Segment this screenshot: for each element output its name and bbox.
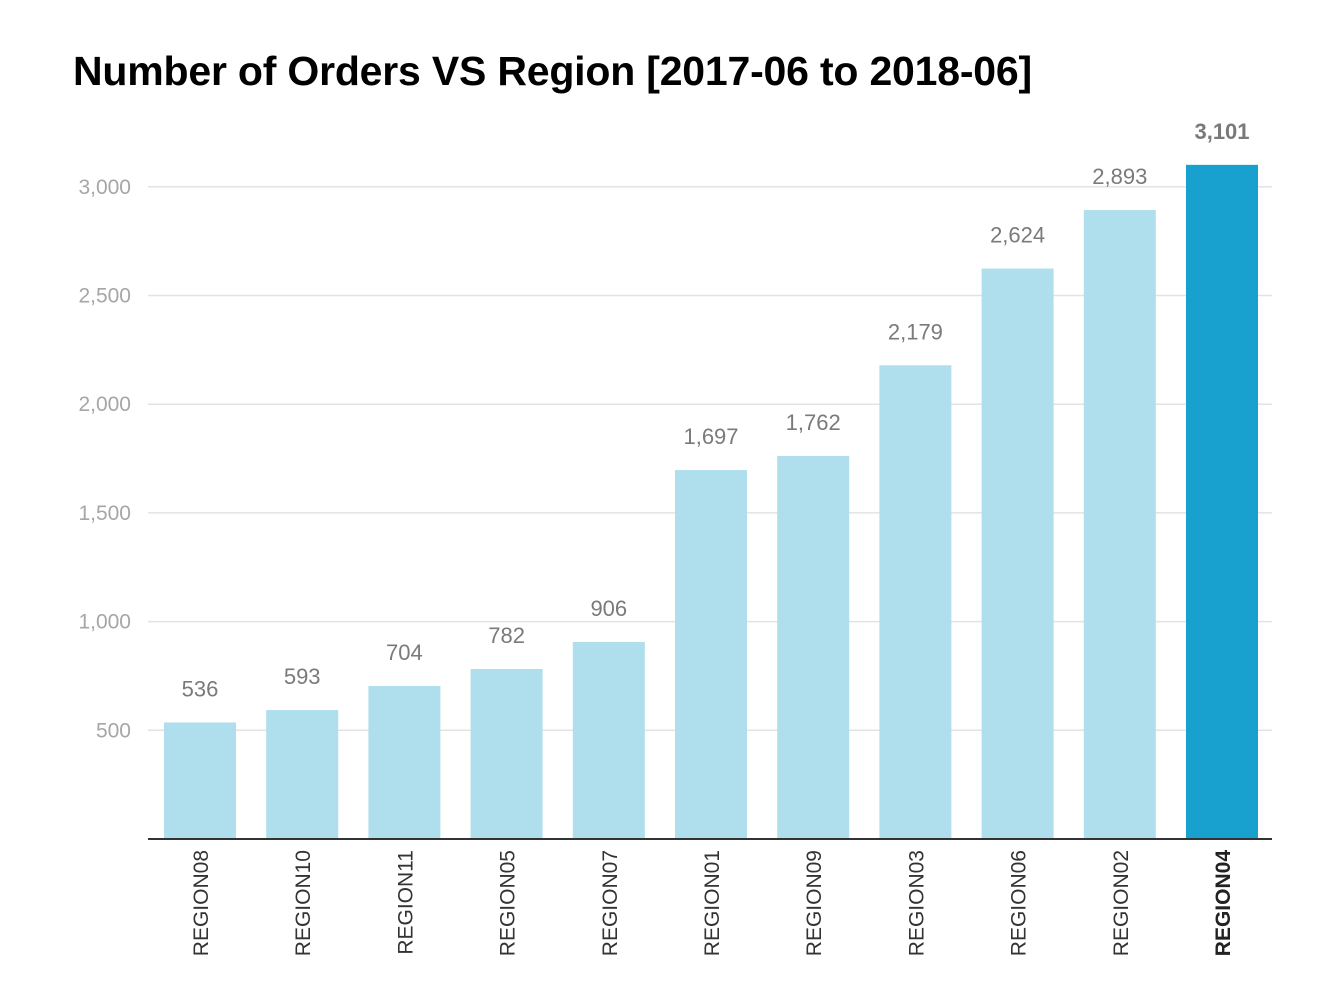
x-tick-label-region08: REGION08 <box>190 850 213 956</box>
data-label-region08: 536 <box>182 676 219 701</box>
data-label-region05: 782 <box>488 623 525 648</box>
data-label-region09: 1,762 <box>786 410 841 435</box>
bar-region09 <box>777 455 850 839</box>
bar-region05 <box>470 668 543 839</box>
x-tick-label-region02: REGION02 <box>1110 850 1133 956</box>
bar-region08 <box>164 722 236 839</box>
bar-region07 <box>572 642 645 839</box>
y-tick-label: 2,000 <box>78 393 131 416</box>
x-tick-label-region01: REGION01 <box>701 850 724 956</box>
bar-region03 <box>879 365 952 839</box>
bar-region01 <box>675 470 747 839</box>
data-label-region06: 2,624 <box>990 223 1045 248</box>
x-tick-label-region06: REGION06 <box>1008 850 1031 956</box>
data-label-region01: 1,697 <box>683 424 738 449</box>
y-tick-label: 3,000 <box>78 176 131 199</box>
y-tick-label: 1,500 <box>78 502 131 525</box>
bar-region06 <box>981 268 1054 840</box>
bar-region02 <box>1083 210 1156 840</box>
y-tick-label: 2,500 <box>78 285 131 308</box>
y-axis-tick-labels: 500 1,000 1,500 2,000 2,500 3,000 <box>78 176 131 742</box>
x-tick-label-region10: REGION10 <box>292 850 315 956</box>
y-tick-label: 500 <box>96 719 131 742</box>
x-tick-label-region04: REGION04 <box>1212 850 1235 957</box>
x-tick-label-region05: REGION05 <box>497 850 520 956</box>
data-label-region07: 906 <box>590 596 627 621</box>
chart-title: Number of Orders VS Region [2017-06 to 2… <box>73 48 1032 94</box>
bars <box>164 164 1258 840</box>
data-label-region03: 2,179 <box>888 319 943 344</box>
data-label-region10: 593 <box>284 664 321 689</box>
bar-region11 <box>368 685 441 839</box>
x-tick-label-region11: REGION11 <box>394 850 417 955</box>
bar-region10 <box>266 710 339 839</box>
data-label-region02: 2,893 <box>1092 164 1147 189</box>
x-tick-label-region03: REGION03 <box>905 850 928 956</box>
x-tick-label-region09: REGION09 <box>803 850 826 956</box>
data-label-region11: 704 <box>386 640 423 665</box>
bar-region04 <box>1186 164 1258 840</box>
data-labels: 536 593 704 782 906 1,697 1,762 2,179 2,624 2,893… <box>182 119 1250 702</box>
x-axis-tick-labels: REGION08 REGION10 REGION11 REGION05 REGION07… <box>190 850 1235 957</box>
data-label-region04: 3,101 <box>1194 119 1249 144</box>
y-tick-label: 1,000 <box>78 611 131 634</box>
x-tick-label-region07: REGION07 <box>599 850 622 956</box>
